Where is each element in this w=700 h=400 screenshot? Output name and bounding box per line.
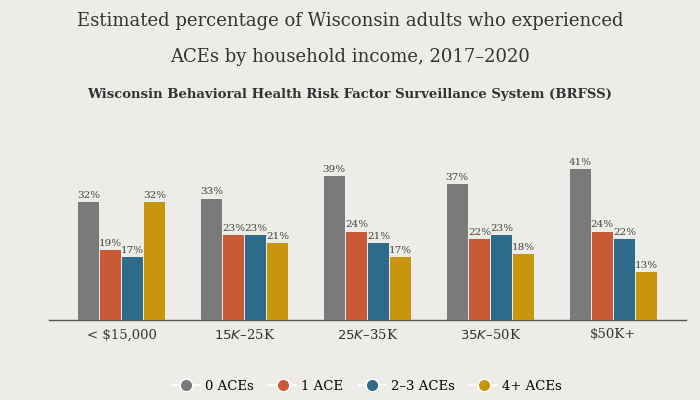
Bar <box>447 184 468 320</box>
Text: 24%: 24% <box>345 220 368 230</box>
Text: 17%: 17% <box>121 246 144 255</box>
Bar <box>144 202 165 320</box>
Bar <box>614 239 635 320</box>
Bar <box>100 250 121 320</box>
Bar <box>592 232 612 320</box>
Bar <box>245 235 266 320</box>
Bar <box>469 239 490 320</box>
Bar <box>267 243 288 320</box>
Bar <box>636 272 657 320</box>
Text: Estimated percentage of Wisconsin adults who experienced: Estimated percentage of Wisconsin adults… <box>77 12 623 30</box>
Legend: 0 ACEs, 1 ACE, 2–3 ACEs, 4+ ACEs: 0 ACEs, 1 ACE, 2–3 ACEs, 4+ ACEs <box>168 374 567 398</box>
Text: 32%: 32% <box>144 191 167 200</box>
Text: Wisconsin Behavioral Health Risk Factor Surveillance System (BRFSS): Wisconsin Behavioral Health Risk Factor … <box>88 88 612 101</box>
Bar <box>122 258 143 320</box>
Text: 37%: 37% <box>446 173 469 182</box>
Text: 21%: 21% <box>266 232 289 240</box>
Text: 22%: 22% <box>468 228 491 237</box>
Text: 41%: 41% <box>568 158 592 167</box>
Text: 13%: 13% <box>635 261 658 270</box>
Bar <box>491 235 512 320</box>
Text: 32%: 32% <box>77 191 100 200</box>
Text: 33%: 33% <box>199 187 223 196</box>
Text: 19%: 19% <box>99 239 122 248</box>
Text: 17%: 17% <box>389 246 412 255</box>
Text: 18%: 18% <box>512 242 536 252</box>
Text: 39%: 39% <box>323 165 346 174</box>
Text: 22%: 22% <box>613 228 636 237</box>
Bar <box>513 254 534 320</box>
Text: ACEs by household income, 2017–2020: ACEs by household income, 2017–2020 <box>170 48 530 66</box>
Bar <box>324 176 345 320</box>
Bar <box>346 232 367 320</box>
Bar <box>223 235 244 320</box>
Text: 23%: 23% <box>222 224 245 233</box>
Bar <box>390 258 411 320</box>
Text: 23%: 23% <box>490 224 513 233</box>
Bar <box>368 243 389 320</box>
Bar <box>570 169 591 320</box>
Text: 24%: 24% <box>591 220 614 230</box>
Text: 21%: 21% <box>367 232 390 240</box>
Bar <box>78 202 99 320</box>
Text: 23%: 23% <box>244 224 267 233</box>
Bar <box>201 198 222 320</box>
